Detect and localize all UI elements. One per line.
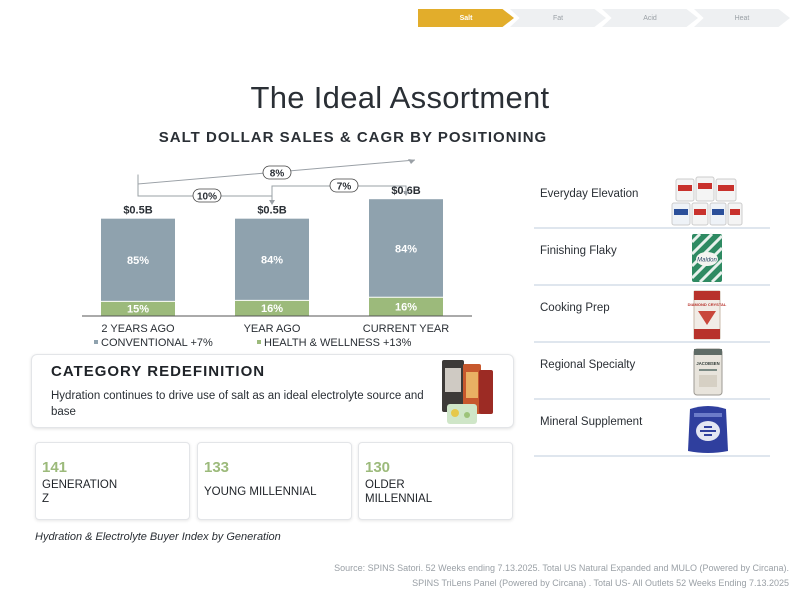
tab-fat[interactable]: Fat bbox=[510, 9, 606, 27]
arrow-head bbox=[408, 159, 415, 164]
category-title: CATEGORY REDEFINITION bbox=[51, 363, 266, 380]
positioning-list: Everyday Elevation Finishing Flaky Maldo… bbox=[534, 172, 770, 457]
tab-fat-label: Fat bbox=[552, 14, 564, 22]
positioning-label: Cooking Prep bbox=[540, 302, 610, 314]
bar-total-label: $0.5B bbox=[123, 205, 152, 217]
growth-label: 10% bbox=[197, 192, 217, 203]
x-tick-label: 2 YEARS AGO bbox=[101, 323, 175, 335]
bar-health-wellness bbox=[369, 297, 443, 316]
generation-label: YOUNG MILLENNIAL bbox=[204, 486, 317, 498]
bar-conventional bbox=[101, 218, 175, 302]
brand-text: DIAMOND CRYSTAL bbox=[688, 302, 727, 307]
tab-acid[interactable]: Acid bbox=[602, 9, 698, 27]
tab-salt[interactable]: Salt bbox=[418, 9, 514, 27]
arrow-head bbox=[269, 200, 275, 205]
generation-card: 130 OLDER MILLENNIAL bbox=[358, 442, 513, 520]
electrolyte-products-image bbox=[442, 360, 493, 424]
source-line: Source: SPINS Satori. 52 Weeks ending 7.… bbox=[334, 563, 789, 573]
legend-health-wellness: HEALTH & WELLNESS +13% bbox=[264, 337, 412, 349]
bar-label-health-wellness: 16% bbox=[395, 302, 417, 314]
growth-label: 8% bbox=[270, 169, 285, 180]
chart-title: SALT DOLLAR SALES & CAGR BY POSITIONING bbox=[158, 129, 548, 146]
tab-heat-label: Heat bbox=[734, 14, 750, 22]
generation-index: 141 bbox=[42, 459, 68, 476]
legend-swatch bbox=[257, 340, 261, 344]
stacked-bar-chart: 85% 15% $0.5B 2 YEARS AGO 84% 16% $0.5B YEAR AG… bbox=[82, 159, 472, 349]
source-line: SPINS TriLens Panel (Powered by Circana)… bbox=[412, 578, 789, 588]
specialty-salt-tin-image: JACOBSEN bbox=[693, 348, 723, 396]
brand-text: Maldon bbox=[697, 258, 717, 264]
bar-total-label: $0.5B bbox=[257, 205, 286, 217]
bar-conventional bbox=[235, 218, 309, 301]
growth-label: 7% bbox=[337, 182, 352, 193]
generation-card: 133 YOUNG MILLENNIAL bbox=[197, 442, 352, 520]
arrow-head bbox=[403, 191, 409, 196]
bar-conventional bbox=[369, 199, 443, 298]
tab-heat[interactable]: Heat bbox=[694, 9, 790, 27]
bar-label-conventional: 84% bbox=[261, 255, 283, 267]
generation-index: 133 bbox=[204, 459, 230, 476]
positioning-item: Cooking Prep DIAMOND CRYSTAL bbox=[534, 286, 770, 343]
bar-label-conventional: 85% bbox=[127, 255, 149, 267]
generation-label: GENERATION Z bbox=[42, 479, 118, 505]
tab-acid-label: Acid bbox=[643, 14, 657, 22]
brand-text: JACOBSEN bbox=[696, 361, 719, 366]
bar-health-wellness bbox=[235, 300, 309, 316]
growth-pill bbox=[192, 188, 222, 203]
bar-label-health-wellness: 16% bbox=[261, 303, 283, 315]
bar-health-wellness bbox=[101, 301, 175, 316]
growth-pill bbox=[262, 165, 292, 180]
source-note: Source: SPINS Satori. 52 Weeks ending 7.… bbox=[229, 561, 789, 591]
bar-label-conventional: 84% bbox=[395, 243, 417, 255]
growth-pill bbox=[329, 178, 359, 193]
positioning-label: Finishing Flaky bbox=[540, 245, 617, 257]
generation-index: 130 bbox=[365, 459, 391, 476]
positioning-label: Everyday Elevation bbox=[540, 188, 639, 200]
chart-footnote: Hydration & Electrolyte Buyer Index by G… bbox=[35, 531, 281, 543]
x-tick-label: YEAR AGO bbox=[244, 323, 301, 335]
mineral-salt-bag-image bbox=[688, 406, 728, 453]
bar-label-health-wellness: 15% bbox=[127, 304, 149, 316]
positioning-item: Mineral Supplement bbox=[534, 400, 770, 457]
positioning-label: Mineral Supplement bbox=[540, 416, 643, 428]
positioning-label: Regional Specialty bbox=[540, 359, 636, 371]
category-redefinition-card: CATEGORY REDEFINITION Hydration continue… bbox=[31, 354, 514, 428]
generation-card: 141 GENERATION Z bbox=[35, 442, 190, 520]
legend-swatch bbox=[94, 340, 98, 344]
positioning-item: Finishing Flaky Maldon bbox=[534, 229, 770, 286]
legend-conventional: CONVENTIONAL +7% bbox=[101, 337, 213, 349]
flaky-salt-box-image: Maldon bbox=[690, 232, 724, 284]
tab-salt-label: Salt bbox=[459, 14, 473, 22]
positioning-item: Regional Specialty JACOBSEN bbox=[534, 343, 770, 400]
x-tick-label: CURRENT YEAR bbox=[363, 323, 449, 335]
progress-tabs: Salt Fat Acid Heat bbox=[418, 9, 790, 27]
kosher-salt-box-image: DIAMOND CRYSTAL bbox=[688, 290, 727, 340]
everyday-salt-products-image bbox=[671, 176, 743, 226]
page-title: The Ideal Assortment bbox=[250, 80, 550, 115]
positioning-item: Everyday Elevation bbox=[534, 172, 770, 229]
generation-label: OLDER MILLENNIAL bbox=[365, 479, 433, 505]
category-body: Hydration continues to drive use of salt… bbox=[51, 390, 424, 418]
